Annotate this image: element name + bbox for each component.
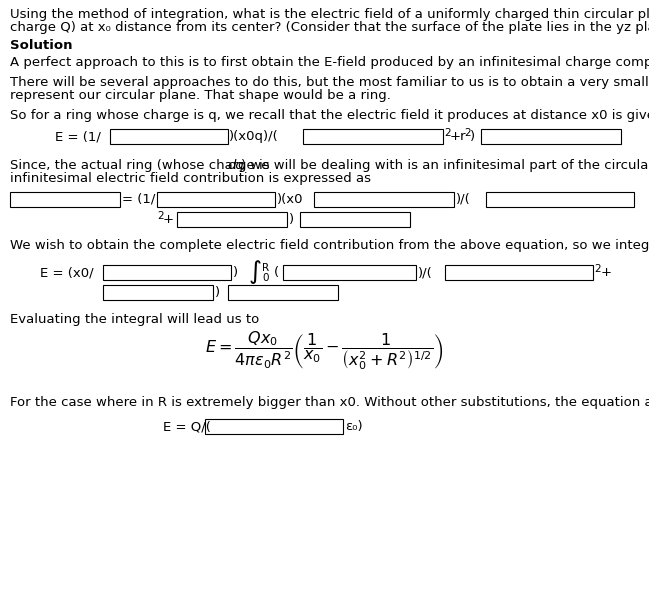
Text: dq: dq	[227, 159, 244, 172]
Bar	[314, 192, 454, 207]
Text: R: R	[262, 263, 269, 273]
Text: Using the method of integration, what is the electric field of a uniformly charg: Using the method of integration, what is…	[10, 8, 649, 21]
Text: ∫: ∫	[249, 260, 262, 284]
Text: )(x0q)/(: )(x0q)/(	[229, 130, 279, 143]
Text: For the case where in R is extremely bigger than x0. Without other substitutions: For the case where in R is extremely big…	[10, 396, 649, 409]
Text: = (1/: = (1/	[122, 193, 155, 206]
Text: ): )	[470, 130, 475, 143]
Text: ): )	[289, 213, 294, 226]
Text: Evaluating the integral will lead us to: Evaluating the integral will lead us to	[10, 313, 259, 326]
Text: represent our circular plane. That shape would be a ring.: represent our circular plane. That shape…	[10, 89, 391, 102]
Bar	[157, 192, 275, 207]
Text: ): )	[233, 266, 238, 279]
Text: (: (	[274, 266, 279, 279]
Bar	[445, 265, 593, 280]
Text: E = (1/: E = (1/	[55, 130, 101, 143]
Bar	[300, 212, 410, 227]
Text: )(x0: )(x0	[277, 193, 304, 206]
Text: ): )	[215, 286, 220, 299]
Bar	[177, 212, 287, 227]
Text: ) we will be dealing with is an infinitesimal part of the circular plane, then, : ) we will be dealing with is an infinite…	[241, 159, 649, 172]
Bar	[481, 129, 621, 144]
Text: 2: 2	[594, 264, 600, 274]
Bar	[110, 129, 228, 144]
Text: 2: 2	[444, 128, 450, 138]
Text: Solution: Solution	[10, 39, 73, 52]
Text: $E = \dfrac{Qx_0}{4\pi\varepsilon_0 R^2}\left(\dfrac{1}{x_0} - \dfrac{1}{\left(x: $E = \dfrac{Qx_0}{4\pi\varepsilon_0 R^2}…	[205, 329, 443, 373]
Text: 0: 0	[262, 273, 269, 283]
Text: 2: 2	[464, 128, 471, 138]
Text: Since, the actual ring (whose charge is: Since, the actual ring (whose charge is	[10, 159, 274, 172]
Bar	[486, 192, 634, 207]
Text: )/(: )/(	[418, 266, 433, 279]
Text: E = (x0/: E = (x0/	[40, 266, 93, 279]
Bar	[103, 265, 231, 280]
Bar	[103, 285, 213, 300]
Text: +r: +r	[450, 130, 467, 143]
Text: )/(: )/(	[456, 193, 471, 206]
Bar	[205, 419, 343, 434]
Text: infinitesimal electric field contribution is expressed as: infinitesimal electric field contributio…	[10, 172, 371, 185]
Text: +: +	[601, 266, 612, 279]
Text: charge Q) at x₀ distance from its center? (Consider that the surface of the plat: charge Q) at x₀ distance from its center…	[10, 21, 649, 34]
Text: +: +	[163, 213, 174, 226]
Text: We wish to obtain the complete electric field contribution from the above equati: We wish to obtain the complete electric …	[10, 239, 649, 252]
Text: There will be several approaches to do this, but the most familiar to us is to o: There will be several approaches to do t…	[10, 76, 649, 89]
Text: 2: 2	[157, 211, 164, 221]
Bar	[303, 129, 443, 144]
Bar	[228, 285, 338, 300]
Bar	[10, 192, 120, 207]
Bar	[283, 265, 416, 280]
Text: So for a ring whose charge is q, we recall that the electric field it produces a: So for a ring whose charge is q, we reca…	[10, 109, 649, 122]
Text: E = Q/(: E = Q/(	[163, 420, 211, 433]
Text: A perfect approach to this is to first obtain the E-field produced by an infinit: A perfect approach to this is to first o…	[10, 56, 649, 69]
Text: ε₀): ε₀)	[345, 420, 363, 433]
